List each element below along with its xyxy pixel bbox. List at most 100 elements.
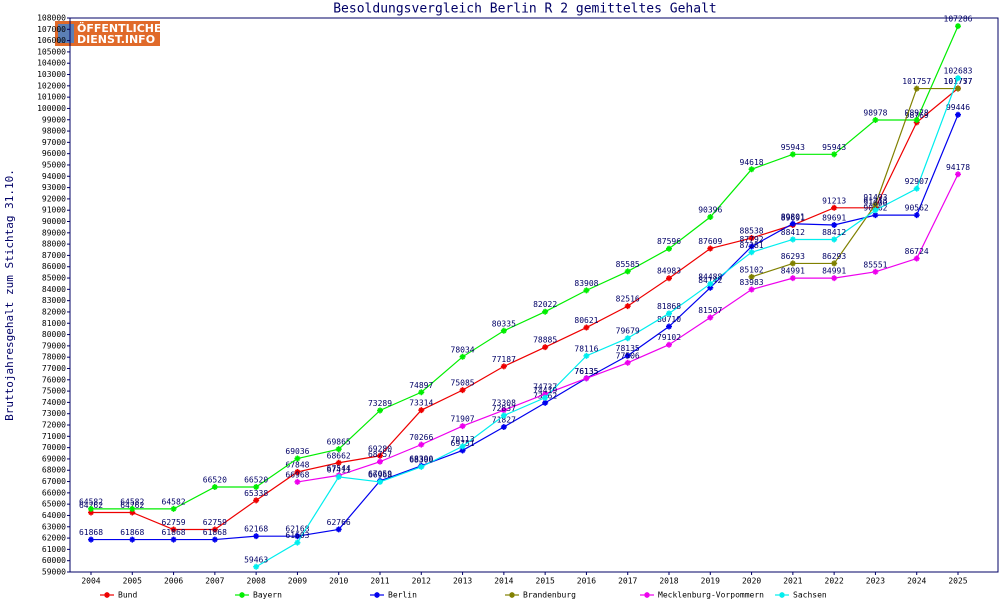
data-label: 61603 xyxy=(285,531,309,540)
data-label: 67059 xyxy=(368,469,392,478)
y-tick-label: 86000 xyxy=(42,262,66,271)
point xyxy=(211,526,218,533)
point xyxy=(88,509,94,516)
point xyxy=(294,455,301,462)
x-tick-label: 2007 xyxy=(205,577,224,586)
data-label: 95943 xyxy=(781,143,805,152)
point xyxy=(129,505,136,512)
y-tick-label: 106000 xyxy=(37,36,66,45)
data-label: 101757 xyxy=(902,77,931,86)
data-label: 74897 xyxy=(409,381,433,390)
point xyxy=(294,468,301,475)
data-label: 71827 xyxy=(492,415,516,424)
y-tick-label: 71000 xyxy=(42,432,66,441)
y-tick-label: 101000 xyxy=(37,93,66,102)
point xyxy=(583,324,590,331)
data-label: 74419 xyxy=(533,386,557,395)
point xyxy=(955,171,961,178)
point xyxy=(500,412,507,419)
point xyxy=(377,478,383,485)
y-axis-label: Bruttojahresgehalt zum Stichtag 31.10. xyxy=(3,169,16,421)
data-label: 88538 xyxy=(740,227,764,236)
data-label: 66520 xyxy=(244,475,268,484)
point xyxy=(955,111,961,118)
data-label: 80621 xyxy=(574,316,598,325)
x-tick-label: 2014 xyxy=(494,577,513,586)
data-label: 79102 xyxy=(657,333,681,342)
point xyxy=(789,220,796,227)
point xyxy=(789,151,796,158)
data-label: 91493 xyxy=(863,193,887,202)
point xyxy=(253,563,260,570)
data-label: 64262 xyxy=(120,501,144,510)
y-tick-label: 84000 xyxy=(42,285,66,294)
x-tick-label: 2019 xyxy=(701,577,720,586)
x-tick-label: 2021 xyxy=(783,577,802,586)
point xyxy=(872,117,879,124)
point xyxy=(253,483,260,490)
data-label: 102683 xyxy=(944,67,973,76)
data-label: 84142 xyxy=(698,276,722,285)
data-label: 80335 xyxy=(492,319,516,328)
point xyxy=(88,536,94,543)
data-label: 62759 xyxy=(162,518,186,527)
point xyxy=(170,505,177,512)
data-label: 81507 xyxy=(698,306,722,315)
point xyxy=(913,117,920,124)
y-tick-label: 102000 xyxy=(37,81,66,90)
data-label: 87792 xyxy=(740,235,764,244)
data-label: 90396 xyxy=(698,206,722,215)
point xyxy=(542,394,549,401)
point xyxy=(418,441,425,448)
point xyxy=(707,245,714,252)
point xyxy=(170,536,177,543)
data-label: 84488 xyxy=(698,272,722,281)
y-tick-label: 88000 xyxy=(42,240,66,249)
point xyxy=(872,212,879,219)
data-label: 76135 xyxy=(574,367,598,376)
point xyxy=(831,204,838,211)
data-label: 80710 xyxy=(657,315,681,324)
point xyxy=(500,423,507,430)
data-label: 62168 xyxy=(285,525,309,534)
data-label: 90562 xyxy=(905,204,929,213)
point xyxy=(913,85,920,92)
data-label: 77506 xyxy=(616,351,640,360)
point xyxy=(624,359,631,366)
logo-text: ÖFFENTLICHER xyxy=(77,21,170,35)
data-label: 71907 xyxy=(451,415,475,424)
point xyxy=(170,526,177,533)
point xyxy=(748,249,755,256)
data-label: 66968 xyxy=(285,470,309,479)
point xyxy=(872,207,879,214)
x-tick-label: 2012 xyxy=(412,577,431,586)
legend-label: Bund xyxy=(118,591,137,600)
data-label: 83908 xyxy=(574,279,598,288)
data-label: 91000 xyxy=(863,199,887,208)
data-label: 64582 xyxy=(79,497,103,506)
y-tick-label: 107000 xyxy=(37,25,66,34)
legend-label: Bayern xyxy=(253,591,282,600)
point xyxy=(253,497,260,504)
series-line xyxy=(751,87,958,278)
data-label: 67848 xyxy=(285,460,309,469)
data-label: 84983 xyxy=(657,267,681,276)
point xyxy=(666,341,672,348)
data-label: 88412 xyxy=(781,228,805,237)
point xyxy=(583,287,590,294)
y-tick-label: 97000 xyxy=(42,138,66,147)
x-tick-label: 2005 xyxy=(123,577,142,586)
data-label: 101757 xyxy=(944,77,973,86)
y-tick-label: 91000 xyxy=(42,206,66,215)
y-tick-label: 67000 xyxy=(42,477,66,486)
y-tick-label: 59000 xyxy=(42,568,66,577)
point xyxy=(459,353,466,360)
data-label: 61868 xyxy=(162,528,186,537)
data-label: 87609 xyxy=(698,237,722,246)
data-label: 69036 xyxy=(285,447,309,456)
x-tick-label: 2010 xyxy=(329,577,348,586)
y-tick-label: 89000 xyxy=(42,228,66,237)
point xyxy=(459,443,466,450)
